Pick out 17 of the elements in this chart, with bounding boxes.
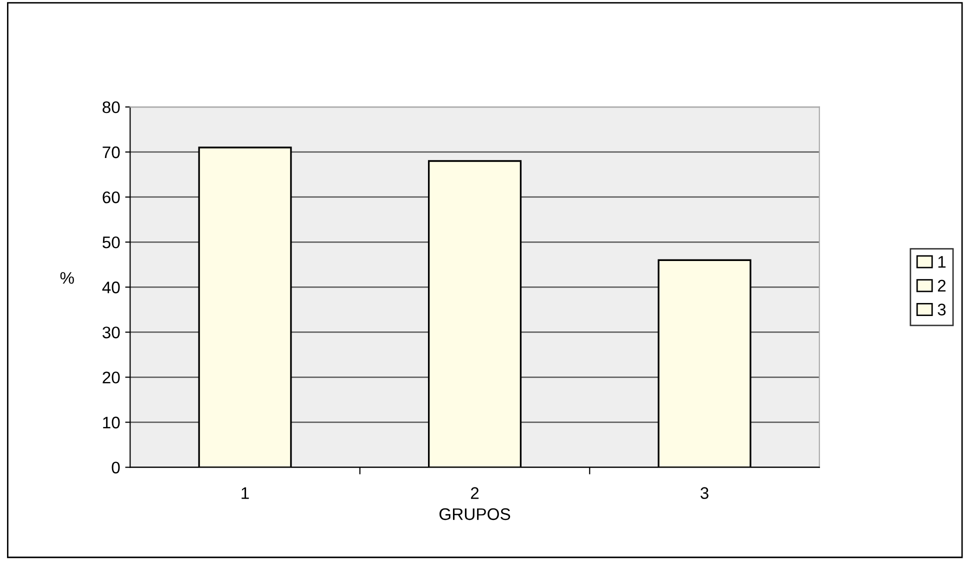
y-tick-label: 50 [102, 236, 120, 248]
y-tick-label: 10 [103, 416, 120, 428]
x-tick-label: 2 [470, 487, 479, 499]
legend-label: 2 [938, 280, 946, 292]
y-tick-label: 70 [102, 146, 120, 158]
y-tick-label: 60 [102, 191, 120, 204]
y-tick-label: 80 [102, 101, 120, 114]
legend-label: 3 [938, 304, 946, 316]
x-tick-label: 3 [700, 487, 708, 499]
y-tick-label: 0 [112, 462, 120, 474]
y-tick-label: 40 [102, 282, 120, 294]
y-tick-label: 20 [102, 372, 120, 384]
x-axis-title: GRUPOS [439, 508, 510, 520]
x-tick-label: 1 [242, 487, 249, 499]
y-tick-label: 30 [102, 326, 120, 338]
y-axis-title: % [60, 272, 74, 284]
legend-label: 1 [938, 256, 946, 268]
